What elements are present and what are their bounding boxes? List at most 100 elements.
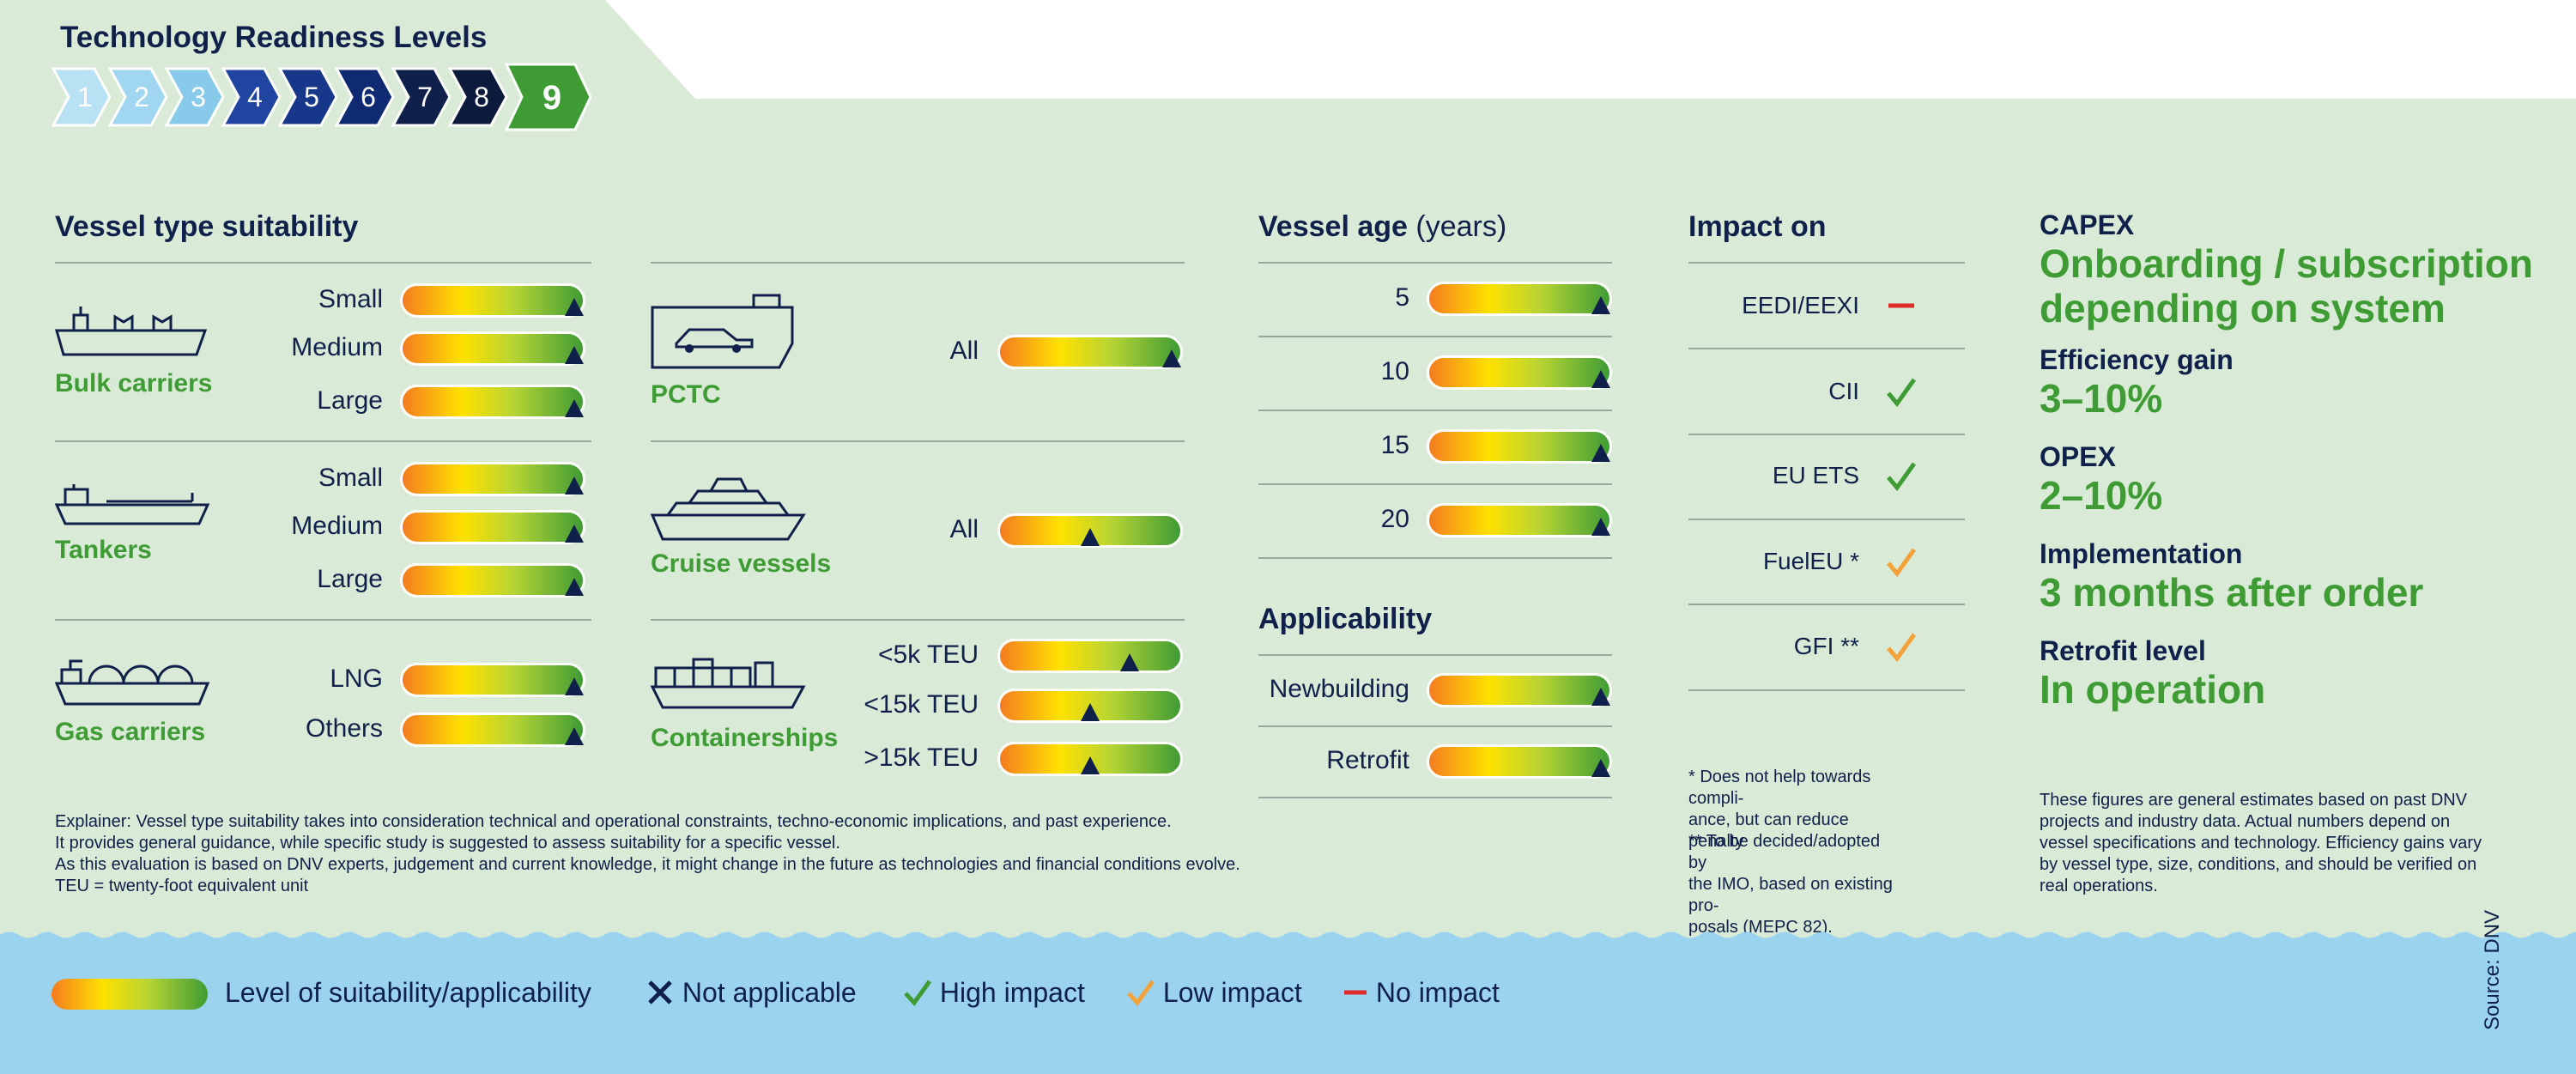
suitability-bar [997, 689, 1183, 723]
suitability-bar [400, 385, 585, 419]
applicability-label: Retrofit [1326, 746, 1409, 774]
level-marker [564, 677, 584, 695]
age-label: 15 [1380, 431, 1409, 459]
legend-no-impact: No impact [1343, 977, 1500, 1009]
applicability-title: Applicability [1258, 603, 1433, 635]
tanker-icon [54, 484, 210, 525]
row-label: Medium [291, 333, 383, 361]
dash-icon [1888, 303, 1914, 308]
divider [1688, 434, 1965, 435]
header-white-corner [605, 0, 2576, 99]
suitability-bar [400, 663, 585, 697]
level-marker [1591, 296, 1610, 314]
suitability-bar [400, 713, 585, 747]
row-label: <15k TEU [864, 690, 979, 719]
suitability-bar [1427, 503, 1612, 537]
divider [1688, 262, 1965, 264]
divider [1258, 410, 1612, 411]
level-marker [564, 399, 584, 417]
divider [1688, 604, 1965, 605]
row-label: Large [317, 386, 383, 415]
explainer-text: Explainer: Vessel type suitability takes… [55, 812, 1240, 895]
row-label: All [949, 515, 979, 543]
vessel-age-title: Vessel age (years) [1258, 210, 1507, 243]
divider [1258, 483, 1612, 485]
retrofit-value: In operation [2040, 667, 2266, 712]
level-marker [564, 298, 584, 316]
row-label: Others [305, 714, 383, 743]
trl-level-current [504, 63, 592, 131]
trl-level-label: 6 [361, 82, 376, 112]
trl-level-label: 3 [191, 82, 206, 112]
applicability-label: Newbuilding [1269, 675, 1409, 703]
row-label: Small [318, 464, 383, 492]
level-marker [1591, 370, 1610, 388]
check-icon [1887, 378, 1917, 408]
retrofit-label: Retrofit level [2040, 635, 2206, 666]
divider [1688, 348, 1965, 349]
implementation-value: 3 months after order [2040, 570, 2424, 615]
divider [1688, 689, 1965, 691]
divider [1258, 336, 1612, 337]
suitability-bar [997, 513, 1183, 548]
vessel-type-title: Vessel type suitability [55, 210, 359, 243]
impact-label: CII [1828, 378, 1859, 404]
divider [1258, 654, 1612, 656]
level-marker [564, 727, 584, 745]
level-marker [1591, 518, 1610, 536]
capex-label: CAPEX [2040, 209, 2135, 240]
age-label: 5 [1395, 283, 1409, 312]
row-label: Small [318, 285, 383, 313]
group-label: Tankers [55, 536, 152, 564]
trl-level-label: 7 [417, 82, 433, 112]
summary-note: These figures are general estimates base… [2040, 791, 2482, 895]
row-label: <5k TEU [878, 640, 979, 669]
suitability-bar [997, 742, 1183, 776]
summary-panel: CAPEX Onboarding / subscription dependin… [2040, 209, 2563, 712]
group-label: PCTC [651, 380, 721, 409]
suitability-bar [997, 639, 1183, 673]
level-marker [564, 578, 584, 596]
check-icon [1887, 548, 1917, 578]
suitability-bar [1427, 744, 1612, 779]
trl-level-label: 9 [542, 79, 561, 117]
implementation-label: Implementation [2040, 538, 2243, 569]
impact-note-2: ** To be decided/adopted by the IMO, bas… [1688, 832, 1893, 937]
source-credit: Source: DNV [2481, 909, 2504, 1030]
trl-level-label: 4 [247, 82, 263, 112]
trl-level [107, 67, 168, 127]
suitability-bar [400, 331, 585, 366]
level-marker [1120, 653, 1140, 671]
divider [651, 440, 1185, 442]
trl-level-label: 2 [134, 82, 149, 112]
impact-label: GFI ** [1793, 633, 1859, 659]
trl-level [51, 67, 112, 127]
check-icon [1887, 462, 1917, 492]
divider [1258, 557, 1612, 559]
legend-low-impact: Low impact [1126, 977, 1302, 1009]
bulk-carrier-icon [55, 306, 208, 356]
level-marker [564, 346, 584, 364]
group-label: Cruise vessels [651, 549, 832, 578]
group-label: Bulk carriers [55, 369, 213, 397]
suitability-bar [400, 563, 585, 598]
suitability-bar [400, 510, 585, 544]
impact-label: EU ETS [1772, 462, 1859, 488]
level-marker [564, 476, 584, 495]
impact-note-1: * Does not help towards compli- ance, bu… [1688, 768, 1871, 851]
suitability-bar [400, 283, 585, 318]
legend-high-impact: High impact [903, 977, 1085, 1009]
row-label: >15k TEU [864, 743, 979, 772]
legend-scale-label: Level of suitability/applicability [225, 977, 591, 1008]
trl-level [164, 67, 225, 127]
suitability-bar [997, 335, 1183, 369]
sea-band [0, 931, 2576, 1074]
suitability-bar [1427, 673, 1612, 707]
legend-not-applicable: Not applicable [646, 977, 857, 1009]
trl-level [277, 67, 338, 127]
suitability-bar [1427, 355, 1612, 390]
efficiency-label: Efficiency gain [2040, 344, 2234, 375]
gas-carrier-icon [54, 659, 210, 706]
trl-level-label: 1 [77, 82, 93, 112]
capex-value: Onboarding / subscription depending on s… [2040, 241, 2533, 331]
